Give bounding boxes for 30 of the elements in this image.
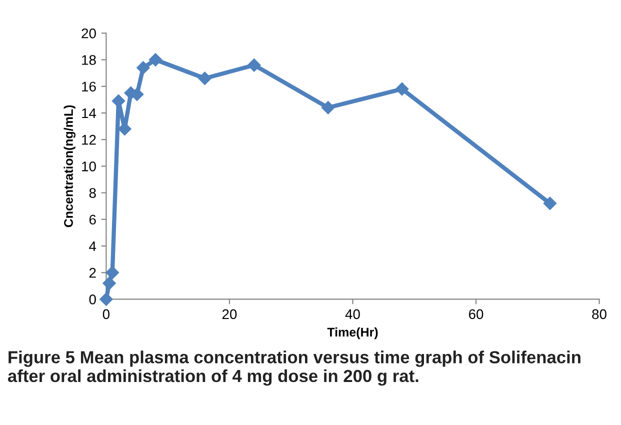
y-tick-label: 10	[82, 162, 96, 172]
y-axis-title: Cncentration(ng/mL)	[64, 105, 76, 228]
y-tick-label: 2	[89, 268, 96, 278]
x-axis-title: Time(Hr)	[327, 327, 378, 340]
point	[100, 292, 113, 306]
point	[395, 82, 409, 96]
x-tick-label: 40	[345, 309, 360, 320]
x-tick-label: 20	[222, 309, 237, 320]
point	[543, 196, 557, 210]
point	[112, 94, 126, 108]
y-tick-label: 18	[82, 55, 96, 65]
point	[198, 72, 212, 85]
point	[248, 58, 261, 72]
point	[321, 101, 335, 114]
point	[148, 53, 162, 66]
x-tick-label: 80	[592, 309, 606, 320]
y-tick-label: 14	[82, 108, 96, 118]
y-tick-label: 16	[82, 82, 96, 92]
point	[136, 61, 150, 74]
y-tick-label: 20	[82, 28, 96, 38]
y-tick-label: 12	[82, 134, 96, 145]
x-tick-label: 60	[468, 309, 484, 320]
y-tick-label: 4	[89, 241, 96, 252]
point	[106, 266, 119, 280]
caption: Figure 5 Mean plasma concentration versus time graph of Solifenacin after oral administration of 4 mg dose in 200 g rat.	[8, 350, 580, 386]
x-tick-label: 0	[102, 309, 110, 320]
point	[102, 276, 116, 290]
y-tick-label: 8	[89, 188, 96, 198]
y-tick-label: 6	[89, 214, 96, 225]
y-tick-label: 0	[89, 294, 96, 304]
